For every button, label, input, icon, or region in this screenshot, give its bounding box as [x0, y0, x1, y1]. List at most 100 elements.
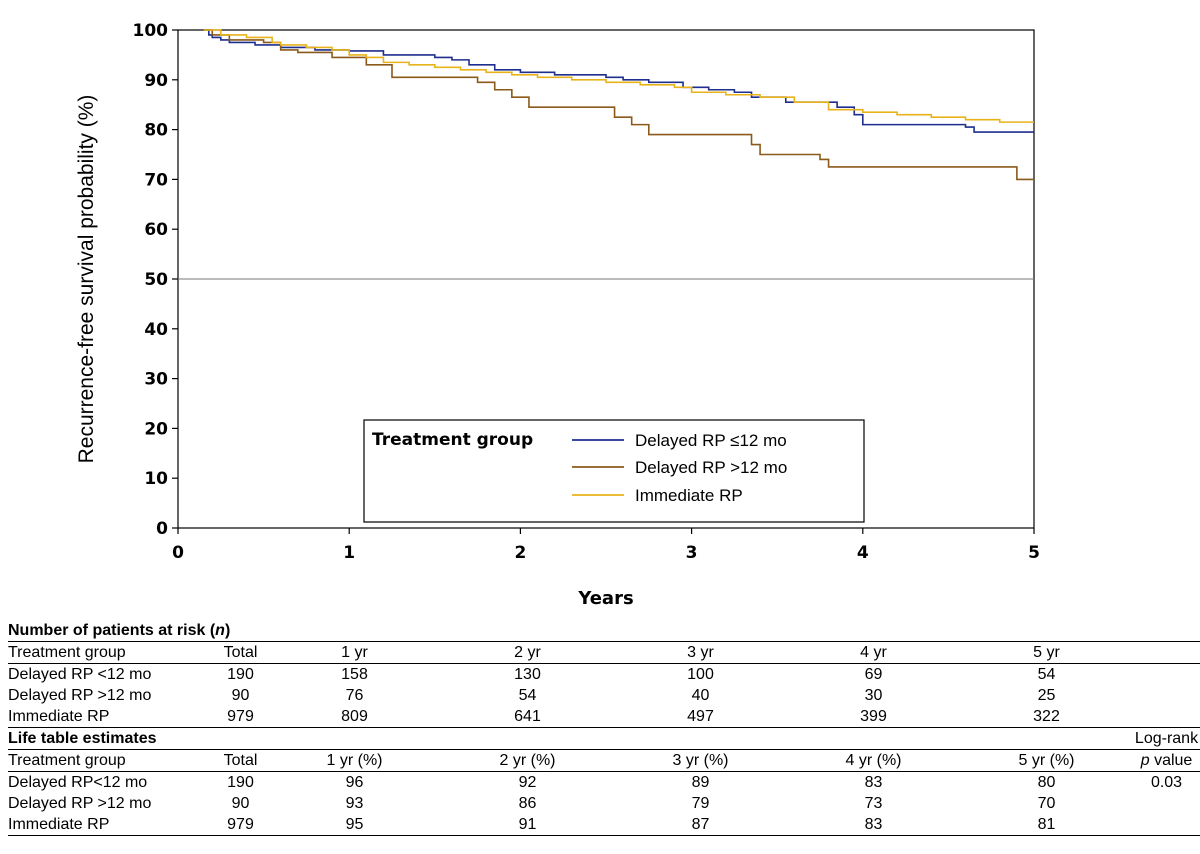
life-table-title: Life table estimates: [8, 730, 157, 747]
risk-table-header-row: Treatment group Total 1 yr 2 yr 3 yr 4 y…: [8, 641, 1200, 664]
table-cell: 79: [691, 795, 710, 812]
table-cell: 497: [614, 706, 787, 728]
legend: Treatment group Delayed RP ≤12 mo Delaye…: [363, 419, 865, 523]
table-cell: 40: [691, 687, 710, 704]
y-axis-title: Recurrence-free survival probability (%): [75, 95, 98, 464]
table-header: 1 yr: [268, 641, 441, 664]
table-header: 4 yr: [787, 641, 960, 664]
table-cell: 76: [345, 687, 364, 704]
survival-chart: 0 10 20 30 40 50 60 70 80 90 100 0 1 2 3 4 5 Recurrence…: [75, 21, 1040, 609]
table-cell: 190: [227, 666, 254, 683]
table-cell: 69: [864, 666, 883, 683]
table-cell: 95: [268, 814, 441, 836]
table-cell: 0.03: [1150, 774, 1183, 791]
table-cell: Delayed RP >12 mo: [8, 795, 152, 812]
table-cell: 93: [345, 795, 364, 812]
table-cell: 54: [518, 687, 537, 704]
y-tick-label: 50: [144, 270, 168, 290]
table-row: Delayed RP <12 mo 190 158 130 100 69 54: [8, 664, 1200, 686]
table-header: 2 yr: [441, 641, 614, 664]
risk-table-title-row: Number of patients at risk (n): [8, 620, 1200, 642]
table-cell: 641: [441, 706, 614, 728]
table-cell: 100: [687, 666, 714, 683]
table-cell: Immediate RP: [8, 706, 213, 728]
table-cell: 73: [864, 795, 883, 812]
table-row: Immediate RP 979 809 641 497 399 322: [8, 706, 1200, 728]
table-cell: 158: [341, 666, 368, 683]
table-cell: 190: [227, 774, 254, 791]
table-cell: [1133, 814, 1200, 836]
table-cell: 54: [1037, 666, 1056, 683]
y-tick-label: 70: [144, 170, 168, 190]
table-row: Delayed RP<12 mo 190 96 92 89 83 80 0.03: [8, 772, 1200, 794]
table-cell: Immediate RP: [8, 814, 213, 836]
table-cell: 130: [514, 666, 541, 683]
y-tick-label: 80: [144, 121, 168, 141]
table-header: Total: [213, 749, 268, 772]
y-axis: 0 10 20 30 40 50 60 70 80 90 100: [133, 21, 178, 539]
table-header: Treatment group: [8, 641, 213, 664]
table-header: Treatment group: [8, 749, 213, 772]
table-header: 3 yr (%): [614, 749, 787, 772]
table-row: Immediate RP 979 95 91 87 83 81: [8, 814, 1200, 836]
table-cell: 89: [691, 774, 710, 791]
data-table: Number of patients at risk (n) Treatment…: [8, 620, 1200, 836]
x-axis: 0 1 2 3 4 5: [172, 528, 1040, 563]
table-cell: 399: [787, 706, 960, 728]
x-tick-label: 5: [1028, 543, 1040, 563]
table-cell: 90: [231, 687, 250, 704]
x-tick-label: 1: [343, 543, 355, 563]
table-cell: 322: [960, 706, 1133, 728]
table-row: Delayed RP >12 mo 90 93 86 79 73 70: [8, 793, 1200, 814]
table-cell: 809: [268, 706, 441, 728]
table-cell: 83: [787, 814, 960, 836]
table-cell: 80: [1037, 774, 1056, 791]
table-cell: Delayed RP <12 mo: [8, 666, 152, 683]
table-cell: 86: [518, 795, 537, 812]
table-cell: 30: [864, 687, 883, 704]
table-cell: Delayed RP<12 mo: [8, 774, 148, 791]
x-tick-label: 2: [514, 543, 526, 563]
y-tick-label: 60: [144, 220, 168, 240]
table-header: 4 yr (%): [787, 749, 960, 772]
y-tick-label: 90: [144, 71, 168, 91]
x-tick-label: 0: [172, 543, 184, 563]
risk-and-life-tables: Number of patients at risk (n) Treatment…: [8, 620, 1200, 836]
table-cell: 979: [213, 706, 268, 728]
logrank-header-line1: Log-rank: [1134, 730, 1199, 747]
table-cell: 92: [518, 774, 537, 791]
table-cell: 979: [213, 814, 268, 836]
y-tick-label: 40: [144, 320, 168, 340]
table-header: 3 yr: [614, 641, 787, 664]
life-table-title-row: Life table estimates Log-rank: [8, 728, 1200, 750]
table-row: Delayed RP >12 mo 90 76 54 40 30 25: [8, 685, 1200, 706]
y-tick-label: 10: [144, 469, 168, 489]
series-layer: [203, 29, 1034, 181]
table-cell: Delayed RP >12 mo: [8, 687, 152, 704]
table-cell: 87: [614, 814, 787, 836]
series-line-delayed-le12: [203, 29, 1034, 133]
y-tick-label: 100: [133, 21, 169, 41]
table-header: 5 yr (%): [960, 749, 1133, 772]
legend-label-immediate: Immediate RP: [635, 486, 743, 505]
table-cell: 81: [960, 814, 1133, 836]
table-header: 2 yr (%): [441, 749, 614, 772]
table-cell: 25: [1037, 687, 1056, 704]
legend-title: Treatment group: [372, 430, 533, 450]
life-table-header-row: Treatment group Total 1 yr (%) 2 yr (%) …: [8, 749, 1200, 772]
series-line-immediate: [203, 29, 1034, 123]
table-header: 1 yr (%): [268, 749, 441, 772]
table-cell: 83: [864, 774, 883, 791]
y-tick-label: 0: [156, 519, 168, 539]
logrank-header-line2: p value: [1133, 749, 1200, 772]
x-tick-label: 3: [686, 543, 698, 563]
table-cell: [1133, 793, 1200, 814]
x-axis-title: Years: [577, 588, 633, 609]
legend-label-delayed-le12: Delayed RP ≤12 mo: [635, 431, 787, 450]
x-tick-label: 4: [857, 543, 869, 563]
legend-box: [363, 419, 865, 523]
table-cell: 70: [1037, 795, 1056, 812]
legend-label-delayed-gt12: Delayed RP >12 mo: [635, 458, 787, 477]
y-tick-label: 30: [144, 370, 168, 390]
table-cell: 96: [345, 774, 364, 791]
